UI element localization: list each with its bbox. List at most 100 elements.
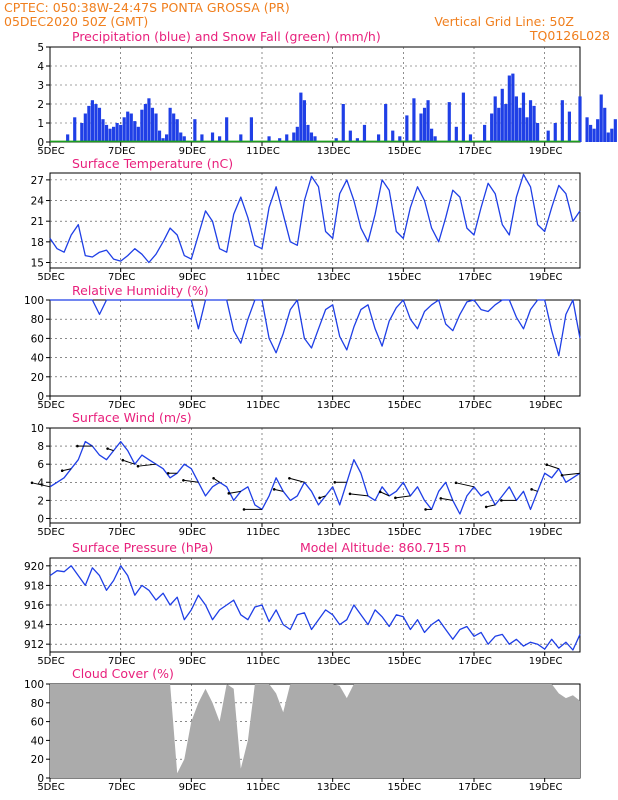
pressure-xtick-label: 13DEC [317, 656, 351, 667]
wind-arrow [122, 459, 135, 465]
wind-arrow-head [212, 476, 215, 480]
precipitation-title: Precipitation (blue) and Snow Fall (gree… [72, 29, 381, 44]
precip-bar [596, 119, 600, 142]
rh-xtick-label: 13DEC [317, 400, 351, 411]
precip-bar [560, 100, 564, 142]
cloud-xtick-label: 5DEC [37, 782, 64, 793]
station-header: CPTEC: 050:38W-24:47S PONTA GROSSA (PR) [4, 0, 290, 15]
wind-arrow-head [424, 508, 427, 511]
wind-ytick-label: 8 [37, 441, 44, 453]
rh-xtick-label: 11DEC [246, 400, 280, 411]
humidity-panel: Relative Humidity (%) 0 20 40 60 80 100 5DEC 7D… [24, 283, 581, 411]
precip-bar [115, 123, 119, 142]
wind-arrow [561, 472, 581, 476]
cloud-xtick-label: 17DEC [458, 782, 492, 793]
wind-arrow [440, 497, 453, 501]
wind-arrow-head [484, 505, 488, 509]
precip-bar [150, 107, 155, 142]
temp-ytick-label: 18 [31, 237, 44, 249]
precip-bar [218, 136, 222, 142]
wind-xtick-label: 11DEC [246, 527, 280, 538]
precip-bar [514, 96, 518, 142]
precip-bar [493, 96, 497, 142]
precip-xtick-label: 9DEC [179, 146, 206, 157]
temp-ytick-label: 24 [31, 196, 45, 208]
rh-ytick-label: 60 [31, 333, 44, 345]
precip-bar [525, 117, 529, 142]
wind-arrow-head [333, 480, 337, 484]
wind-xtick-label: 7DEC [108, 527, 135, 538]
precip-bar [302, 100, 306, 142]
wind-ytick-label: 4 [37, 477, 44, 489]
pressure-ytick-label: 914 [24, 620, 44, 632]
cloud-ytick-label: 80 [31, 698, 44, 710]
cloud-cover-panel: Cloud Cover (%) 0 20 40 60 80 100 5DEC 7DEC 9DEC… [24, 666, 581, 793]
wind-arrow-head [439, 497, 443, 500]
precip-bar [468, 134, 473, 142]
precip-bar [309, 132, 314, 142]
precip-bar [603, 107, 607, 142]
wind-ytick-label: 6 [37, 459, 44, 471]
precip-bar [239, 134, 243, 142]
precip-xtick-label: 13DEC [317, 146, 351, 157]
grid-note: Vertical Grid Line: 50Z [434, 14, 574, 29]
pressure-ytick-label: 920 [24, 561, 44, 573]
precip-bar [422, 107, 427, 142]
precip-bar [157, 130, 162, 142]
precip-bar [143, 104, 147, 142]
precip-bar [172, 113, 176, 142]
precip-bar [511, 73, 515, 142]
precip-bar [521, 92, 526, 142]
temp-xtick-label: 9DEC [179, 272, 206, 283]
wind-title: Surface Wind (m/s) [72, 410, 192, 425]
precip-bar [454, 126, 458, 142]
wind-ytick-label: 10 [31, 423, 44, 435]
wind-arrow-head [121, 458, 125, 462]
pressure-ytick-label: 918 [24, 580, 44, 592]
temp-xtick-label: 5DEC [37, 272, 64, 283]
wind-arrow-head [545, 463, 549, 467]
rh-frame [49, 299, 581, 397]
wind-arrow-head [348, 492, 352, 496]
wind-xtick-label: 5DEC [37, 527, 64, 538]
precip-bar [384, 104, 388, 142]
wind-arrow [274, 488, 284, 492]
wind-arrow-head [106, 447, 109, 450]
precip-bar [613, 119, 617, 142]
precipitation-panel: Precipitation (blue) and Snow Fall (gree… [37, 29, 617, 157]
wind-xtick-label: 9DEC [179, 527, 206, 538]
rh-ytick-label: 40 [31, 353, 44, 365]
temp-line [49, 173, 581, 264]
precip-bar [433, 136, 437, 142]
precip-bar [504, 104, 508, 142]
wind-xtick-label: 13DEC [317, 527, 351, 538]
wind-arrow-head [136, 464, 140, 468]
precip-bar [147, 98, 151, 142]
precip-bar [80, 123, 84, 142]
precip-bar [225, 117, 229, 142]
wind-arrow-head [560, 473, 564, 477]
precip-bar [119, 124, 123, 142]
precip-bar [112, 126, 116, 142]
precip-bar [518, 107, 522, 142]
wind-arrow [31, 482, 51, 488]
rh-xtick-label: 7DEC [108, 400, 135, 411]
precip-ytick-label: 4 [37, 61, 44, 73]
precip-bar [500, 88, 504, 142]
precip-bar [553, 123, 557, 142]
wind-ytick-label: 2 [37, 495, 44, 507]
precip-bar [165, 134, 169, 142]
temp-xtick-label: 11DEC [246, 272, 280, 283]
precip-bar [567, 111, 571, 142]
pressure-xtick-label: 11DEC [246, 656, 280, 667]
precip-xtick-label: 17DEC [458, 146, 492, 157]
precip-bar [129, 113, 133, 142]
wind-line [49, 440, 581, 515]
wind-panel: Surface Wind (m/s) 0 2 4 6 8 10 5DEC 7DEC 9DEC 11… [31, 410, 581, 538]
temp-ytick-label: 27 [31, 175, 44, 187]
temperature-panel: Surface Temperature (nC) 15 18 21 24 27 5DEC 7… [31, 156, 581, 283]
cloud-ytick-label: 60 [31, 717, 44, 729]
precip-bar [599, 94, 603, 142]
model-code: TQ0126L028 [529, 28, 610, 43]
